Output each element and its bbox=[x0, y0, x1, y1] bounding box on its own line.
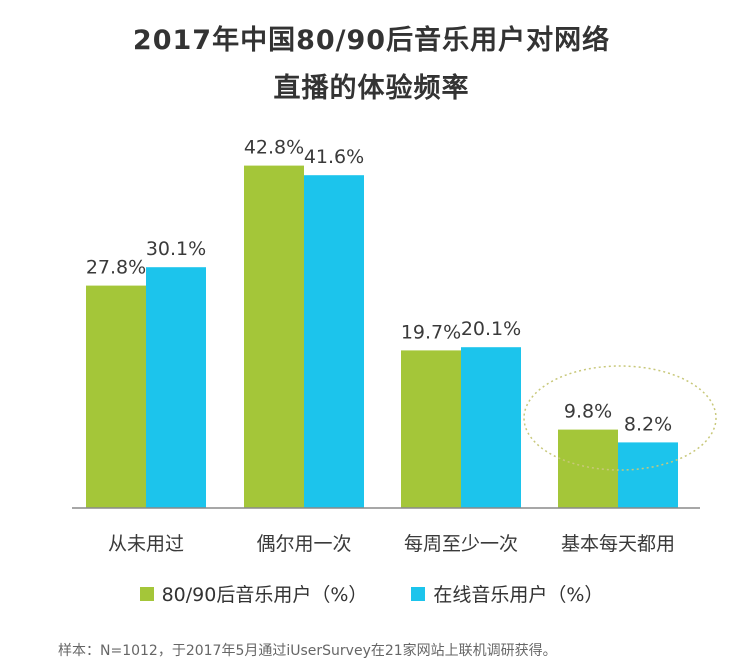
highlight-ellipse bbox=[523, 365, 717, 471]
data-label-series-1-cat-1: 27.8% bbox=[86, 257, 146, 279]
data-label-series-1-cat-2: 42.8% bbox=[244, 137, 304, 159]
legend-swatch-blue bbox=[411, 586, 426, 601]
chart-title: 2017年中国80/90后音乐用户对网络 bbox=[132, 25, 611, 56]
legend-label-series-1: 80/90后音乐用户（%） bbox=[161, 584, 368, 606]
bar-series-1-cat-3 bbox=[401, 350, 461, 508]
data-label-series-1-cat-4: 9.8% bbox=[564, 401, 612, 423]
legend-item-series-1: 80/90后音乐用户（%） bbox=[139, 580, 368, 607]
footnote: 样本：N=1012，于2017年5月通过iUserSurvey在21家网站上联机… bbox=[58, 643, 557, 659]
category-label-3: 每周至少一次 bbox=[404, 533, 518, 555]
legend-label-series-2: 在线音乐用户（%） bbox=[433, 584, 604, 606]
data-label-series-2-cat-3: 20.1% bbox=[461, 318, 521, 340]
category-label-2: 偶尔用一次 bbox=[256, 533, 351, 555]
bar-series-2-cat-4 bbox=[618, 442, 678, 508]
legend: 80/90后音乐用户（%） 在线音乐用户（%） bbox=[0, 580, 743, 607]
category-label-4: 基本每天都用 bbox=[561, 533, 675, 555]
chart-subtitle: 直播的体验频率 bbox=[273, 73, 470, 104]
data-label-series-2-cat-1: 30.1% bbox=[146, 238, 206, 260]
bar-series-2-cat-1 bbox=[146, 267, 206, 508]
bar-series-1-cat-2 bbox=[244, 165, 304, 508]
legend-swatch-green bbox=[139, 586, 154, 601]
category-label-1: 从未用过 bbox=[108, 533, 184, 555]
data-label-series-2-cat-2: 41.6% bbox=[304, 146, 364, 168]
data-label-series-2-cat-4: 8.2% bbox=[624, 413, 672, 435]
bar-series-2-cat-3 bbox=[461, 347, 521, 508]
bar-series-2-cat-2 bbox=[304, 175, 364, 508]
bar-series-1-cat-1 bbox=[86, 285, 146, 508]
bar-series-1-cat-4 bbox=[558, 429, 618, 508]
data-label-series-1-cat-3: 19.7% bbox=[401, 321, 461, 343]
legend-item-series-2: 在线音乐用户（%） bbox=[411, 580, 603, 607]
